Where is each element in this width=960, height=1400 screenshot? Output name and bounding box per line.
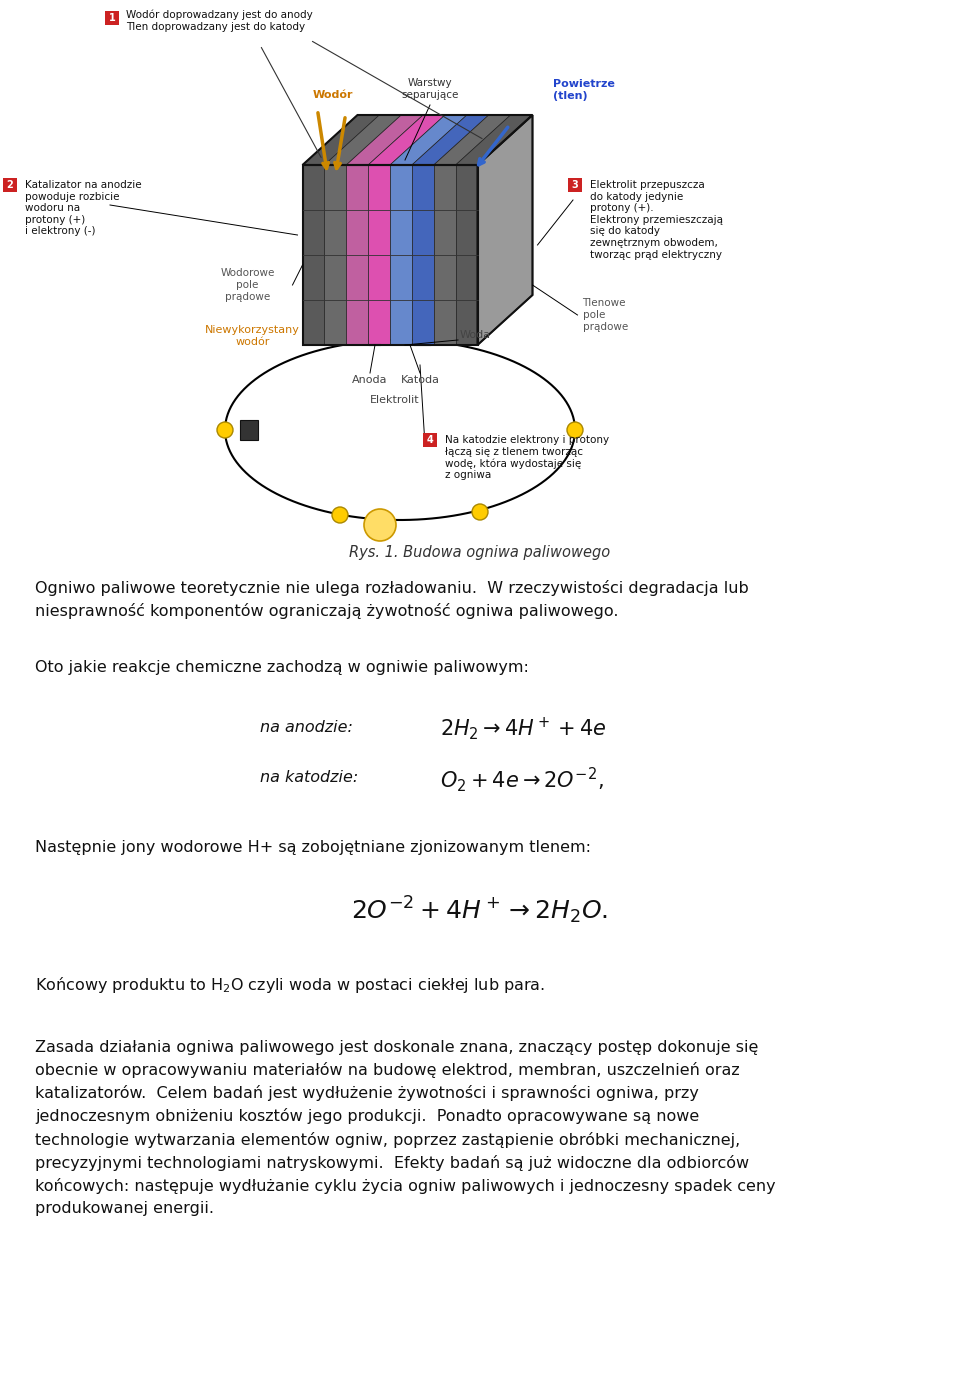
Text: Niewykorzystany
wodór: Niewykorzystany wodór	[205, 325, 300, 347]
Text: Katalizator na anodzie
powoduje rozbicie
wodoru na
protony (+)
i elektrony (-): Katalizator na anodzie powoduje rozbicie…	[25, 181, 142, 237]
Polygon shape	[412, 115, 489, 165]
Text: Anoda: Anoda	[352, 375, 388, 385]
Polygon shape	[302, 165, 324, 344]
Text: 2: 2	[7, 181, 13, 190]
Text: 3: 3	[571, 181, 578, 190]
Polygon shape	[347, 115, 423, 165]
Polygon shape	[324, 165, 347, 344]
FancyBboxPatch shape	[105, 11, 119, 25]
FancyBboxPatch shape	[3, 178, 17, 192]
Text: $2O^{-2} + 4H^+ \rightarrow 2H_2O.$: $2O^{-2} + 4H^+ \rightarrow 2H_2O.$	[351, 895, 609, 927]
Text: Następnie jony wodorowe H+ są zobojętniane zjonizowanym tlenem:: Następnie jony wodorowe H+ są zobojętnia…	[35, 840, 591, 855]
Polygon shape	[390, 165, 412, 344]
Text: $O_2 + 4e \rightarrow 2O^{-2},$: $O_2 + 4e \rightarrow 2O^{-2},$	[440, 764, 604, 794]
Bar	[240, 420, 258, 440]
Circle shape	[332, 507, 348, 524]
Text: Powietrze
(tlen): Powietrze (tlen)	[553, 80, 614, 101]
Text: Oto jakie reakcje chemiczne zachodzą w ogniwie paliwowym:: Oto jakie reakcje chemiczne zachodzą w o…	[35, 659, 529, 675]
Polygon shape	[347, 165, 368, 344]
Text: Na katodzie elektrony i protony
łączą się z tlenem tworząc
wodę, która wydostaje: Na katodzie elektrony i protony łączą si…	[445, 435, 610, 480]
Polygon shape	[477, 115, 533, 344]
Circle shape	[567, 421, 583, 438]
Text: na katodzie:: na katodzie:	[260, 770, 358, 785]
Text: Zasada działania ogniwa paliwowego jest doskonale znana, znaczący postęp dokonuj: Zasada działania ogniwa paliwowego jest …	[35, 1040, 776, 1215]
Polygon shape	[390, 115, 467, 165]
Text: 1: 1	[108, 13, 115, 22]
Text: Wodór: Wodór	[312, 90, 352, 99]
Text: Katoda: Katoda	[400, 375, 440, 385]
Polygon shape	[368, 165, 390, 344]
Text: Wodór doprowadzany jest do anody
Tlen doprowadzany jest do katody: Wodór doprowadzany jest do anody Tlen do…	[126, 10, 313, 32]
Text: Wodorowe
pole
prądowe: Wodorowe pole prądowe	[220, 269, 275, 301]
Text: Warstwy
separujące: Warstwy separujące	[401, 78, 459, 99]
Polygon shape	[324, 115, 401, 165]
Text: Końcowy produktu to H$_2$O czyli woda w postaci ciekłej lub para.: Końcowy produktu to H$_2$O czyli woda w …	[35, 974, 545, 995]
Text: Elektrolit: Elektrolit	[371, 395, 420, 405]
Text: 4: 4	[426, 435, 433, 445]
FancyBboxPatch shape	[423, 433, 437, 447]
Polygon shape	[434, 165, 456, 344]
Polygon shape	[456, 165, 477, 344]
Text: na anodzie:: na anodzie:	[260, 720, 353, 735]
Circle shape	[217, 421, 233, 438]
Circle shape	[364, 510, 396, 540]
Text: $2H_2 \rightarrow 4H^+ + 4e$: $2H_2 \rightarrow 4H^+ + 4e$	[440, 715, 607, 742]
Polygon shape	[412, 165, 434, 344]
Polygon shape	[434, 115, 511, 165]
FancyBboxPatch shape	[568, 178, 582, 192]
Polygon shape	[368, 115, 445, 165]
Text: Rys. 1. Budowa ogniwa paliwowego: Rys. 1. Budowa ogniwa paliwowego	[349, 545, 611, 560]
Circle shape	[472, 504, 488, 519]
Text: Ogniwo paliwowe teoretycznie nie ulega rozładowaniu.  W rzeczywistości degradacj: Ogniwo paliwowe teoretycznie nie ulega r…	[35, 580, 749, 619]
Text: Elektrolit przepuszcza
do katody jedynie
protony (+).
Elektrony przemieszczają
s: Elektrolit przepuszcza do katody jedynie…	[590, 181, 723, 259]
Text: Woda: Woda	[460, 330, 492, 340]
Polygon shape	[302, 115, 379, 165]
Polygon shape	[456, 115, 533, 165]
Text: Tlenowe
pole
prądowe: Tlenowe pole prądowe	[583, 298, 628, 332]
